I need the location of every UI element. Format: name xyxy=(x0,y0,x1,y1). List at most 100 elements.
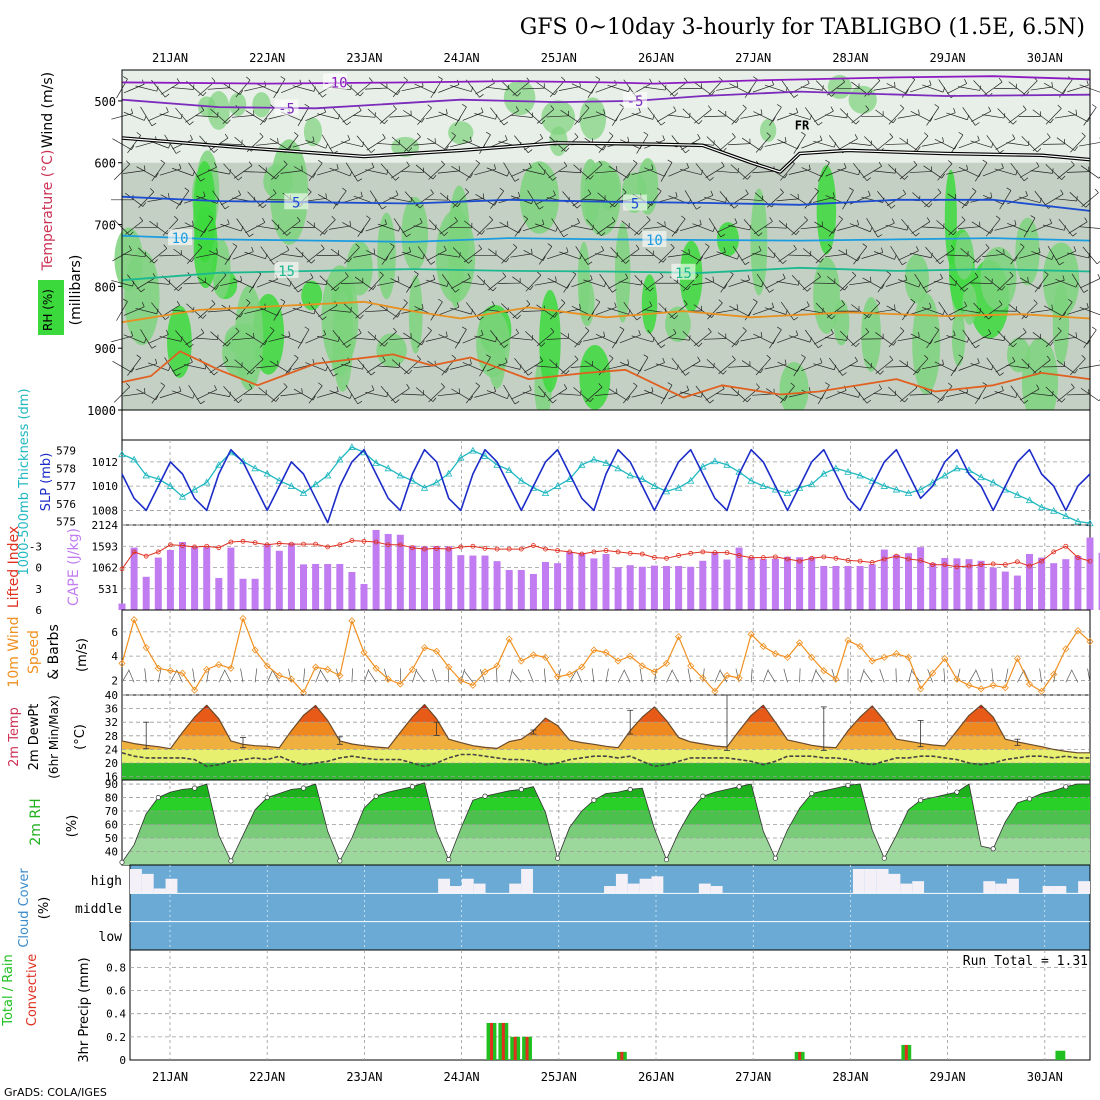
isotherm-label: 5 xyxy=(631,197,639,213)
wind10m-point xyxy=(529,651,537,659)
wind-barb xyxy=(413,142,436,146)
wind-barb-flag xyxy=(554,313,558,318)
wind-barb-flag xyxy=(373,248,376,254)
cape-bar xyxy=(590,558,598,610)
wind-barb-flag xyxy=(718,299,723,304)
thickness-point xyxy=(602,459,610,466)
lifted-index-point xyxy=(700,549,706,555)
wind-barb xyxy=(221,304,241,318)
wind-barb-flag xyxy=(143,338,147,344)
wind-barb-flag xyxy=(307,188,312,193)
rh2m-point xyxy=(918,797,924,803)
wind10m-barb xyxy=(254,668,258,683)
lifted-index-point xyxy=(567,549,573,555)
rh2m-point xyxy=(228,858,234,864)
wind-barb xyxy=(793,134,806,154)
wind10m-barb xyxy=(762,669,769,683)
wind-barb-flag xyxy=(659,272,664,277)
precip-total-bar xyxy=(1055,1050,1066,1060)
wind-barb-flag xyxy=(915,232,920,237)
thickness-point xyxy=(614,464,622,472)
wind-barb xyxy=(694,109,712,124)
wind-barb xyxy=(853,385,868,404)
thickness-point xyxy=(832,464,840,472)
wind-barb xyxy=(160,82,180,95)
wind-barb xyxy=(136,388,156,401)
wind-barb xyxy=(705,165,725,179)
thickness-point xyxy=(263,469,271,477)
contour-label-bg xyxy=(168,229,193,246)
wind-barb xyxy=(999,190,1012,210)
wind-barb-flag xyxy=(350,84,352,90)
wind-barb-flag xyxy=(438,298,443,303)
wind10m-point xyxy=(977,685,985,693)
wind-barb xyxy=(331,276,349,291)
lifted-index-point xyxy=(1063,543,1069,549)
rh2m-point xyxy=(192,785,198,791)
wind-barb xyxy=(933,280,956,286)
wind-barb-flag xyxy=(1072,232,1077,237)
wind-barb-flag xyxy=(771,302,775,308)
wind-barb-flag xyxy=(566,247,569,253)
lifted-index-point xyxy=(664,555,669,561)
wind-barb-flag xyxy=(403,299,408,304)
wind-barb-flag xyxy=(283,160,288,165)
wind-barb xyxy=(292,307,315,315)
wind-axis-label: Wind (m/s) xyxy=(40,72,56,148)
wind10m-point xyxy=(590,646,598,654)
wind-barb-flag xyxy=(673,328,677,334)
wind-barb xyxy=(718,359,736,375)
cloud-high-bar xyxy=(888,873,901,894)
contour-label-bg xyxy=(671,263,696,280)
thickness-point xyxy=(783,489,792,497)
wind10m-point xyxy=(566,670,574,678)
cape-bar xyxy=(699,560,707,610)
wind-barb-flag xyxy=(468,259,473,264)
wind-barb xyxy=(522,87,545,90)
wind-barb-flag xyxy=(202,91,207,97)
wind-barb-flag xyxy=(636,316,641,321)
wind-barb-flag xyxy=(1051,254,1054,260)
wind10m-point xyxy=(191,686,199,694)
wind-barb xyxy=(777,112,798,121)
wind-barb xyxy=(1067,252,1089,259)
wind-barb-flag xyxy=(139,216,144,222)
wind-barb-flag xyxy=(999,372,1004,376)
cape-bar xyxy=(517,569,525,610)
cloud-high-bar xyxy=(450,886,462,894)
wind-barb xyxy=(926,107,940,126)
wind-barb xyxy=(269,360,289,373)
wind-barb xyxy=(708,218,722,238)
wind-barb-flag xyxy=(948,382,953,387)
wind-barb-flag xyxy=(1012,356,1016,362)
rh2m-point xyxy=(409,784,415,790)
wind-barb xyxy=(356,358,372,376)
lifted-index-point xyxy=(591,549,597,555)
wind-barb-flag xyxy=(481,230,485,235)
wind-barb-flag xyxy=(350,307,352,313)
wind-barb-flag xyxy=(601,245,605,251)
wind-barb-flag xyxy=(153,259,158,264)
bottom-day-label: 28JAN xyxy=(832,1070,868,1084)
wind-barb xyxy=(451,388,471,401)
wind-barb-flag xyxy=(275,174,280,180)
wind-barb xyxy=(970,363,992,371)
wind-barb xyxy=(463,248,482,263)
thickness-point xyxy=(1062,512,1070,520)
wind-barb-flag xyxy=(440,160,445,165)
wind-barb xyxy=(898,250,919,261)
wind-barb-flag xyxy=(675,192,678,198)
wind10m-point xyxy=(481,668,489,676)
thickness-tick-label: 576 xyxy=(56,498,76,511)
wind-barb xyxy=(450,307,472,315)
wind-barb xyxy=(401,85,424,92)
wind-barb-flag xyxy=(988,315,993,320)
wind-barb-flag xyxy=(397,90,401,95)
wind-barb xyxy=(1021,303,1038,320)
wind-barb xyxy=(910,333,931,345)
wind-barb-flag xyxy=(335,287,340,292)
wind-barb-flag xyxy=(795,107,799,113)
wind-barb xyxy=(318,305,338,318)
